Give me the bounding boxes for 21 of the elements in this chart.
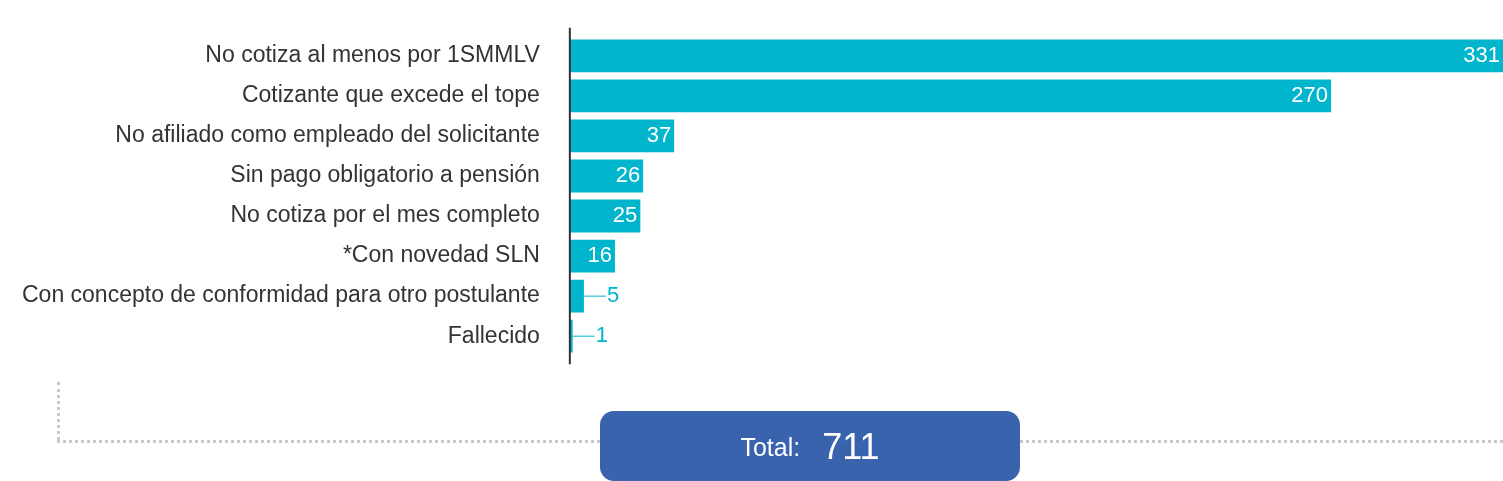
bar	[569, 119, 675, 153]
data-label: 331	[1463, 41, 1500, 67]
data-label: 37	[646, 121, 672, 147]
data-label: 1	[595, 322, 608, 348]
text: Total:	[740, 432, 801, 463]
y-tick-label: Sin pago obligatorio a pensión	[230, 161, 540, 188]
data-label: 5	[606, 282, 620, 308]
data-label: 270	[1291, 81, 1329, 107]
y-tick-label: No cotiza al menos por 1SMMLV	[205, 41, 541, 68]
y-tick-label: Fallecido	[447, 321, 540, 348]
y-tick-label: No afiliado como empleado del solicitante	[115, 121, 540, 148]
data-label: 26	[615, 162, 641, 188]
bar	[569, 79, 1332, 113]
y-tick-label: *Con novedad SLN	[342, 241, 540, 268]
data-label: 16	[587, 242, 612, 268]
data-label: 25	[612, 202, 638, 228]
y-tick-label: Con concepto de conformidad para otro postulante	[21, 281, 540, 308]
bar	[569, 39, 1503, 73]
y-tick-label: No cotiza por el mes completo	[230, 201, 540, 228]
text: 711	[822, 426, 880, 467]
y-tick-label: Cotizante que excede el tope	[241, 81, 540, 108]
